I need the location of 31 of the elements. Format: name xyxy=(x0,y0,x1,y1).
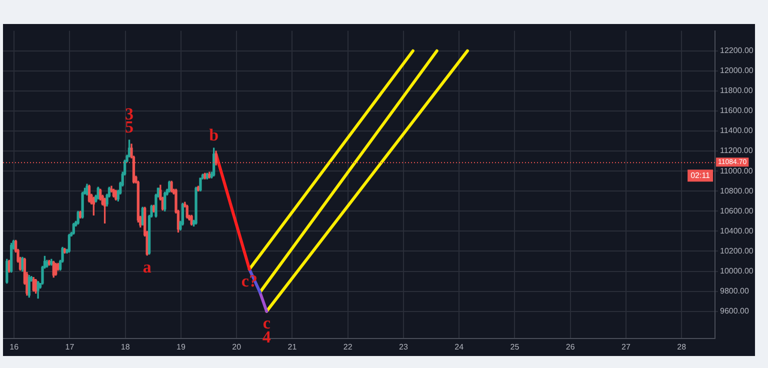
y-tick-label: 10200.00 xyxy=(720,246,754,256)
x-tick-label: 24 xyxy=(454,342,464,352)
x-tick-label: 17 xyxy=(65,342,75,352)
y-tick-label: 12000.00 xyxy=(720,66,754,76)
x-tick-label: 23 xyxy=(399,342,408,352)
y-tick-label: 12200.00 xyxy=(720,46,754,56)
y-tick-label: 10000.00 xyxy=(720,266,754,276)
x-tick-label: 22 xyxy=(343,342,353,352)
y-tick-label: 11000.00 xyxy=(720,166,754,176)
x-tick-label: 25 xyxy=(510,342,520,352)
x-tick-label: 16 xyxy=(10,342,20,352)
x-tick-label: 20 xyxy=(232,342,242,352)
y-tick-label: 11400.00 xyxy=(720,126,754,136)
x-tick-label: 18 xyxy=(120,342,130,352)
annotation: 02:11 xyxy=(690,170,711,180)
y-tick-label: 10600.00 xyxy=(720,206,754,216)
x-tick-label: 26 xyxy=(566,342,576,352)
y-tick-label: 10800.00 xyxy=(720,186,754,196)
annotation: b xyxy=(209,125,219,144)
x-tick-label: 28 xyxy=(677,342,687,352)
annotation: a xyxy=(142,258,152,277)
y-tick-label: 11200.00 xyxy=(720,146,754,156)
x-tick-label: 19 xyxy=(176,342,186,352)
y-tick-label: 10400.00 xyxy=(720,226,754,236)
x-tick-label: 21 xyxy=(288,342,298,352)
y-tick-label: 9800.00 xyxy=(720,286,750,296)
annotation: 4 xyxy=(262,328,272,347)
y-tick-label: 11800.00 xyxy=(720,86,754,96)
x-tick-label: 27 xyxy=(622,342,631,352)
y-tick-label: 11600.00 xyxy=(720,106,754,116)
y-tick-label: 9600.00 xyxy=(720,306,750,316)
